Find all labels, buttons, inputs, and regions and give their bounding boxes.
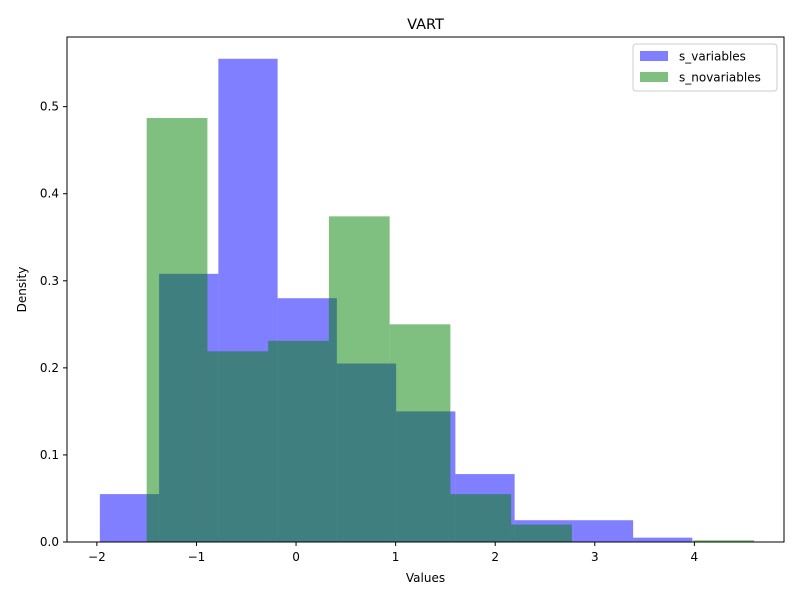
legend: s_variables s_novariables xyxy=(632,43,778,92)
y-axis-label: Density xyxy=(15,267,29,313)
x-tick-label: 1 xyxy=(392,550,400,564)
x-tick-label: 2 xyxy=(491,550,499,564)
bar-s-novariables-0 xyxy=(146,117,208,543)
legend-label-s-variables: s_variables xyxy=(679,50,746,64)
y-tick-label: 0.5 xyxy=(40,100,59,114)
x-tick-label: 0 xyxy=(292,550,300,564)
bar-s-novariables-1 xyxy=(207,351,269,542)
y-ticks: 0.0 0.1 0.2 0.3 0.4 0.5 xyxy=(40,100,67,549)
bars-layer xyxy=(99,58,755,543)
y-tick-label: 0.1 xyxy=(40,448,59,462)
y-tick-label: 0.2 xyxy=(40,361,59,375)
bar-s-novariables-9 xyxy=(693,540,755,542)
x-tick-label: 3 xyxy=(591,550,599,564)
x-tick-label: −1 xyxy=(188,550,206,564)
legend-label-s-novariables: s_novariables xyxy=(679,71,761,85)
bar-s-novariables-4 xyxy=(389,324,451,542)
legend-swatch-s-variables xyxy=(640,51,668,61)
bar-s-novariables-6 xyxy=(511,524,572,542)
bar-s-novariables-3 xyxy=(328,216,390,543)
x-tick-label: 4 xyxy=(691,550,699,564)
bar-s-variables-9 xyxy=(633,537,693,542)
y-tick-label: 0.4 xyxy=(40,187,59,201)
x-ticks: −2 −1 0 1 2 3 4 xyxy=(88,542,698,564)
chart-title: VART xyxy=(407,17,444,33)
legend-swatch-s-novariables xyxy=(640,72,668,82)
bar-s-novariables-5 xyxy=(450,494,512,542)
plot-frame xyxy=(66,36,785,543)
bar-s-novariables-2 xyxy=(268,340,329,542)
bar-s-variables-8 xyxy=(573,520,634,542)
legend-frame xyxy=(632,43,778,92)
x-tick-label: −2 xyxy=(88,550,106,564)
y-tick-label: 0.3 xyxy=(40,274,59,288)
x-axis-label: Values xyxy=(406,571,445,585)
y-tick-label: 0.0 xyxy=(40,535,59,549)
